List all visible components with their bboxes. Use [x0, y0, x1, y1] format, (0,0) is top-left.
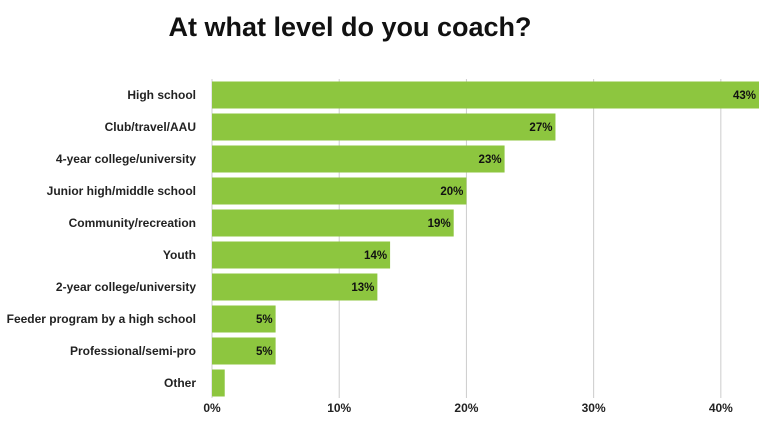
category-label: Junior high/middle school [47, 184, 196, 198]
x-tick-label: 10% [327, 401, 351, 415]
x-tick-labels: 0% 10% 20% 30% 40% [203, 401, 733, 415]
category-label: 4-year college/university [56, 152, 196, 166]
category-label: Other [164, 376, 196, 390]
bar [212, 113, 556, 141]
data-label: 27% [529, 122, 552, 134]
bar [212, 177, 467, 205]
bar [212, 337, 276, 365]
category-label: Community/recreation [69, 216, 196, 230]
category-label: Professional/semi-pro [70, 344, 196, 358]
chart-title: At what level do you coach? [168, 12, 532, 42]
category-label: Club/travel/AAU [105, 120, 196, 134]
data-label: 5% [256, 314, 273, 326]
data-label: 14% [364, 250, 387, 262]
category-label: Feeder program by a high school [7, 312, 196, 326]
bars: 43% 27% 23% 20% 19% 14% 13% 5% 5% [212, 81, 759, 397]
bar [212, 369, 225, 397]
category-labels: High school Club/travel/AAU 4-year college… [7, 88, 197, 390]
data-label: 23% [479, 154, 502, 166]
x-tick-label: 40% [709, 401, 733, 415]
data-label: 5% [256, 346, 273, 358]
bar [212, 209, 454, 237]
bar [212, 145, 505, 173]
bar [212, 81, 759, 109]
data-label: 43% [733, 90, 756, 102]
x-tick-label: 20% [454, 401, 478, 415]
data-label: 20% [440, 186, 463, 198]
bar [212, 241, 391, 269]
data-label: 19% [428, 218, 451, 230]
category-label: Youth [163, 248, 196, 262]
x-tick-label: 0% [203, 401, 221, 415]
bar [212, 305, 276, 333]
category-label: High school [127, 88, 196, 102]
bar [212, 273, 378, 301]
data-label: 13% [351, 282, 374, 294]
x-tick-label: 30% [582, 401, 606, 415]
category-label: 2-year college/university [56, 280, 196, 294]
